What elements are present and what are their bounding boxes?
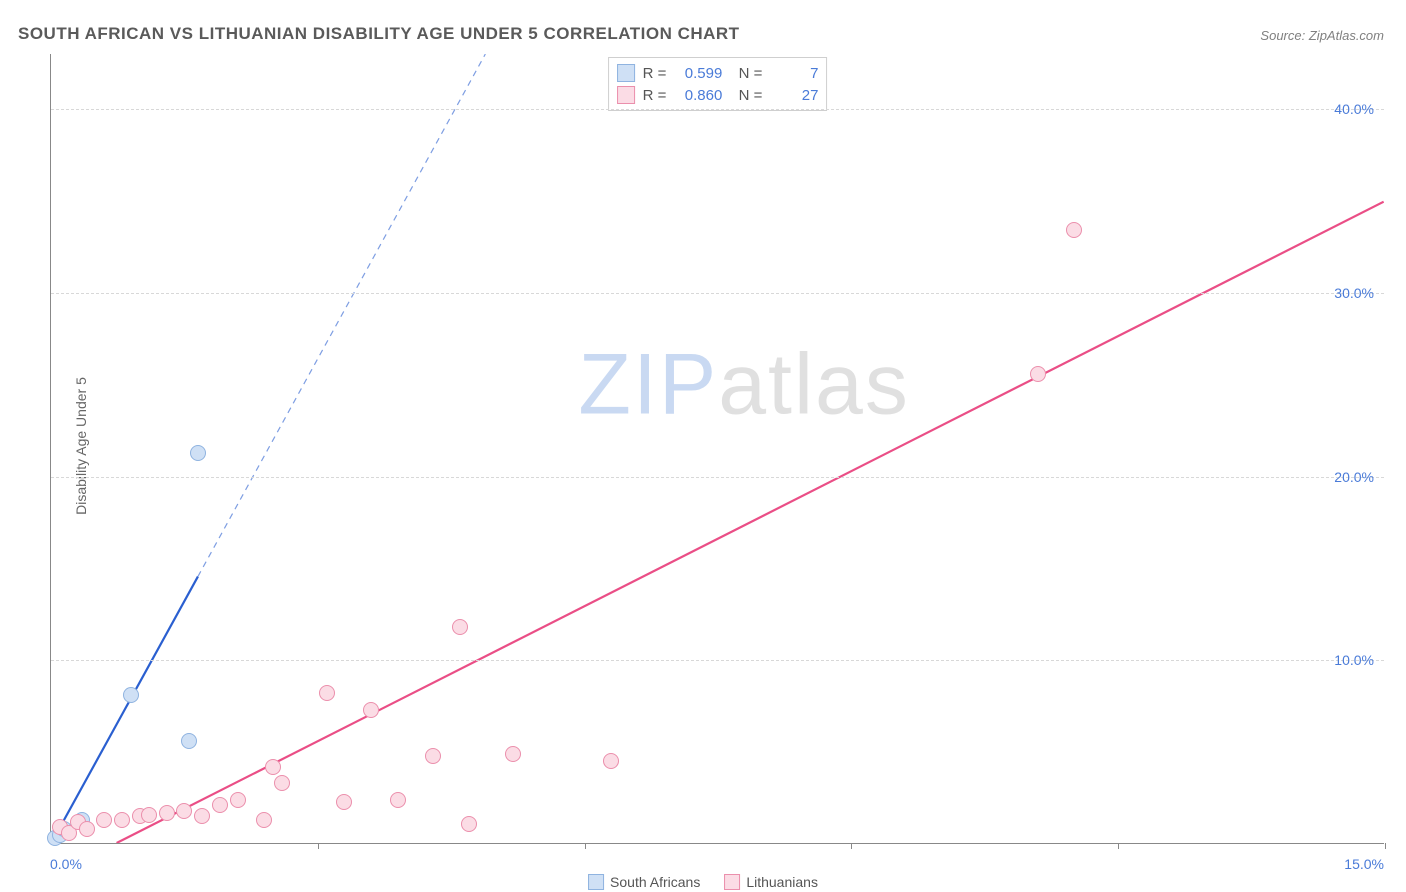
scatter-point bbox=[274, 775, 290, 791]
legend-swatch bbox=[617, 86, 635, 104]
source-label: Source: bbox=[1260, 28, 1305, 43]
legend-n-label: N = bbox=[730, 65, 762, 82]
y-tick-label: 40.0% bbox=[1334, 101, 1374, 117]
watermark-atlas: atlas bbox=[718, 337, 910, 433]
scatter-point bbox=[114, 812, 130, 828]
x-tick-mark bbox=[851, 843, 852, 849]
legend-swatch bbox=[617, 64, 635, 82]
legend-r-value: 0.599 bbox=[674, 65, 722, 82]
y-tick-label: 30.0% bbox=[1334, 285, 1374, 301]
x-tick-mark bbox=[585, 843, 586, 849]
x-tick-label: 15.0% bbox=[1344, 856, 1384, 872]
legend-r-value: 0.860 bbox=[674, 87, 722, 104]
scatter-point bbox=[212, 797, 228, 813]
scatter-point bbox=[603, 753, 619, 769]
x-tick-mark bbox=[1118, 843, 1119, 849]
grid-line-h bbox=[51, 293, 1384, 294]
watermark-zip: ZIP bbox=[578, 337, 718, 433]
chart-container: SOUTH AFRICAN VS LITHUANIAN DISABILITY A… bbox=[0, 0, 1406, 892]
scatter-point bbox=[319, 685, 335, 701]
legend-bottom: South Africans Lithuanians bbox=[588, 874, 818, 890]
scatter-point bbox=[176, 803, 192, 819]
legend-top: R = 0.599 N = 7 R = 0.860 N = 27 bbox=[608, 57, 828, 111]
trend-lines-svg bbox=[51, 54, 1384, 843]
chart-title: SOUTH AFRICAN VS LITHUANIAN DISABILITY A… bbox=[18, 24, 740, 44]
source-value: ZipAtlas.com bbox=[1309, 28, 1384, 43]
y-tick-label: 20.0% bbox=[1334, 469, 1374, 485]
grid-line-h bbox=[51, 109, 1384, 110]
scatter-point bbox=[79, 821, 95, 837]
legend-n-value: 27 bbox=[770, 87, 818, 104]
legend-top-row: R = 0.860 N = 27 bbox=[617, 84, 819, 106]
legend-bottom-item: South Africans bbox=[588, 874, 700, 890]
scatter-point bbox=[190, 445, 206, 461]
scatter-point bbox=[96, 812, 112, 828]
scatter-point bbox=[159, 805, 175, 821]
scatter-point bbox=[256, 812, 272, 828]
trend-line-solid bbox=[117, 202, 1384, 843]
source-attribution: Source: ZipAtlas.com bbox=[1260, 28, 1384, 43]
watermark: ZIPatlas bbox=[578, 336, 909, 435]
legend-r-label: R = bbox=[643, 65, 667, 82]
scatter-point bbox=[123, 687, 139, 703]
y-tick-label: 10.0% bbox=[1334, 652, 1374, 668]
legend-r-label: R = bbox=[643, 87, 667, 104]
x-tick-label: 0.0% bbox=[50, 856, 82, 872]
legend-bottom-item: Lithuanians bbox=[724, 874, 818, 890]
legend-swatch bbox=[724, 874, 740, 890]
grid-line-h bbox=[51, 477, 1384, 478]
trend-line-dashed bbox=[198, 54, 485, 577]
scatter-point bbox=[461, 816, 477, 832]
trend-line-solid bbox=[51, 577, 198, 843]
scatter-point bbox=[141, 807, 157, 823]
scatter-point bbox=[336, 794, 352, 810]
legend-n-value: 7 bbox=[770, 65, 818, 82]
x-tick-mark bbox=[1385, 843, 1386, 849]
legend-n-label: N = bbox=[730, 87, 762, 104]
x-tick-mark bbox=[318, 843, 319, 849]
legend-top-row: R = 0.599 N = 7 bbox=[617, 62, 819, 84]
legend-bottom-label: Lithuanians bbox=[746, 874, 818, 890]
scatter-point bbox=[363, 702, 379, 718]
scatter-point bbox=[452, 619, 468, 635]
plot-area: ZIPatlas R = 0.599 N = 7 R = 0.860 N = 27 10.… bbox=[50, 54, 1384, 844]
legend-swatch bbox=[588, 874, 604, 890]
scatter-point bbox=[505, 746, 521, 762]
scatter-point bbox=[230, 792, 246, 808]
scatter-point bbox=[390, 792, 406, 808]
scatter-point bbox=[425, 748, 441, 764]
legend-bottom-label: South Africans bbox=[610, 874, 700, 890]
scatter-point bbox=[181, 733, 197, 749]
grid-line-h bbox=[51, 660, 1384, 661]
scatter-point bbox=[265, 759, 281, 775]
scatter-point bbox=[1066, 222, 1082, 238]
scatter-point bbox=[1030, 366, 1046, 382]
scatter-point bbox=[194, 808, 210, 824]
